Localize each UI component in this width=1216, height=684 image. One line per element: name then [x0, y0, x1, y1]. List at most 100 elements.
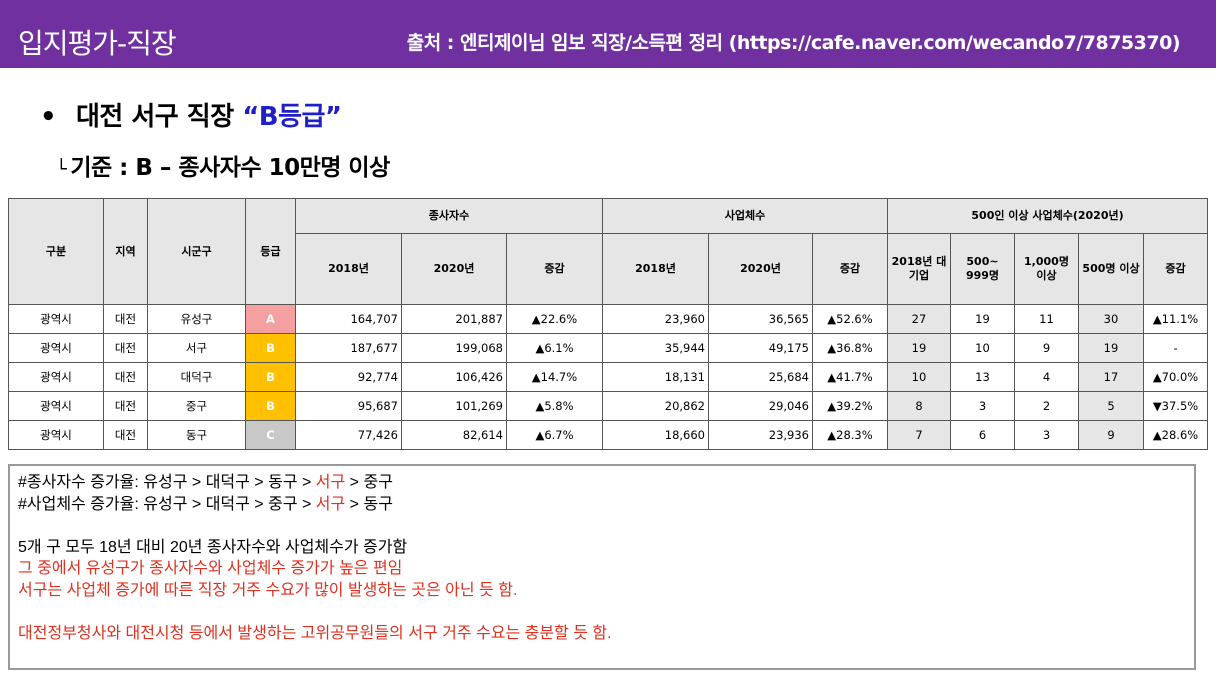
cell-biz2020: 49,175: [708, 333, 813, 363]
header-businesses: 사업체수: [602, 198, 888, 234]
cell-category: 광역시: [8, 304, 104, 334]
rank-item: 대덕구: [205, 495, 250, 513]
cell-l500-999: 6: [950, 420, 1015, 450]
cell-category: 광역시: [8, 391, 104, 421]
cell-district: 유성구: [147, 304, 246, 334]
notes-box: #종사자수 증가율: 유성구 > 대덕구 > 동구 > 서구 > 중구 #사업체…: [8, 464, 1196, 670]
cell-biz2020: 25,684: [708, 362, 813, 392]
note-line-3: 5개 구 모두 18년 대비 20년 종사자수와 사업체수가 증가함: [18, 538, 408, 556]
cell-category: 광역시: [8, 333, 104, 363]
cell-emp-change: ▲14.7%: [506, 362, 603, 392]
header-large-change: 증감: [1142, 233, 1209, 305]
cell-emp-change: ▲5.8%: [506, 391, 603, 421]
cell-l1000: 3: [1014, 420, 1079, 450]
cell-biz2018: 35,944: [602, 333, 709, 363]
rank-item: 동구: [268, 474, 298, 491]
header-employees: 종사자수: [295, 198, 603, 234]
heading-text: 대전 서구 직장: [76, 102, 243, 132]
table-row: 광역시 대전 동구 C 77,426 82,614 ▲6.7% 18,660 23,936 ▲28…: [8, 420, 1209, 450]
heading-grade: “B등급”: [242, 102, 342, 132]
cell-district: 중구: [147, 391, 246, 421]
cell-emp2020: 101,269: [401, 391, 507, 421]
cell-l1000: 2: [1014, 391, 1079, 421]
header-large-1000: 1,000명 이상: [1014, 233, 1079, 305]
cell-biz-change: ▲28.3%: [812, 420, 888, 450]
criteria-text: 기준 : B – 종사자수 10만명 이상: [70, 155, 390, 181]
header-biz-2018: 2018년: [602, 233, 709, 305]
cell-l500plus: 19: [1078, 333, 1144, 363]
employment-table: 구분 지역 시군구 등급 종사자수 사업체수 500인 이상 사업체수(2020…: [8, 198, 1209, 450]
cell-biz2020: 36,565: [708, 304, 813, 334]
cell-grade: B: [245, 362, 296, 392]
cell-biz2020: 29,046: [708, 391, 813, 421]
emp-rank-line: #종사자수 증가율: 유성구 > 대덕구 > 동구 > 서구 > 중구: [18, 472, 1194, 494]
cell-region: 대전: [103, 391, 148, 421]
cell-biz-change: ▲41.7%: [812, 362, 888, 392]
rank-item: 대덕구: [205, 474, 250, 491]
cell-l-change: ▲11.1%: [1142, 304, 1209, 334]
cell-l500plus: 17: [1078, 362, 1144, 392]
cell-district: 서구: [147, 333, 246, 363]
emp-rank-list: 유성구 > 대덕구 > 동구 > 서구 > 중구: [143, 474, 393, 491]
cell-grade: C: [245, 420, 296, 450]
header-large-500plus: 500명 이상: [1078, 233, 1144, 305]
header-category: 구분: [8, 198, 104, 305]
header-large-businesses: 500인 이상 사업체수(2020년): [886, 198, 1209, 234]
cell-emp-change: ▲6.1%: [506, 333, 603, 363]
emp-rank-label: #종사자수 증가율:: [18, 474, 144, 491]
cell-biz-change: ▲39.2%: [812, 391, 888, 421]
note-line-5: 서구는 사업체 증가에 따른 직장 거주 수요가 많이 발생하는 곳은 아닌 듯…: [18, 581, 518, 599]
cell-l2018: 8: [887, 391, 951, 421]
cell-l500plus: 5: [1078, 391, 1144, 421]
cell-region: 대전: [103, 304, 148, 334]
cell-grade: B: [245, 391, 296, 421]
cell-l500plus: 9: [1078, 420, 1144, 450]
cell-emp2020: 82,614: [401, 420, 507, 450]
cell-l500plus: 30: [1078, 304, 1144, 334]
header-emp-2020: 2020년: [401, 233, 507, 305]
cell-region: 대전: [103, 420, 148, 450]
cell-region: 대전: [103, 362, 148, 392]
biz-rank-line: #사업체수 증가율: 유성구 > 대덕구 > 중구 > 서구 > 동구: [18, 494, 1194, 516]
cell-district: 대덕구: [147, 362, 246, 392]
rank-item: 중구: [268, 495, 298, 513]
header-large-500-999: 500~ 999명: [950, 233, 1015, 305]
header-large-2018: 2018년 대기업: [887, 233, 951, 305]
cell-biz2018: 18,131: [602, 362, 709, 392]
table-row: 광역시 대전 서구 B 187,677 199,068 ▲6.1% 35,944 49,175 ▲…: [8, 333, 1209, 363]
cell-l1000: 11: [1014, 304, 1079, 334]
cell-biz-change: ▲52.6%: [812, 304, 888, 334]
cell-emp-change: ▲6.7%: [506, 420, 603, 450]
cell-emp2020: 199,068: [401, 333, 507, 363]
rank-item: 유성구: [143, 474, 188, 491]
header-region: 지역: [103, 198, 148, 305]
cell-biz2020: 23,936: [708, 420, 813, 450]
cell-l500-999: 19: [950, 304, 1015, 334]
main-heading: • 대전 서구 직장 “B등급”: [40, 96, 342, 133]
table-row: 광역시 대전 대덕구 B 92,774 106,426 ▲14.7% 18,131 25,684…: [8, 362, 1209, 392]
cell-region: 대전: [103, 333, 148, 363]
header-grade: 등급: [245, 198, 296, 305]
rank-item: 동구: [363, 495, 393, 513]
cell-biz2018: 20,862: [602, 391, 709, 421]
rank-item: 서구: [315, 474, 346, 491]
biz-rank-list: 유성구 > 대덕구 > 중구 > 서구 > 동구: [143, 495, 393, 513]
header-biz-2020: 2020년: [708, 233, 813, 305]
cell-biz2018: 23,960: [602, 304, 709, 334]
cell-l2018: 10: [887, 362, 951, 392]
corner-arrow-icon: └: [56, 159, 67, 180]
rank-item: 중구: [363, 474, 393, 491]
cell-l2018: 19: [887, 333, 951, 363]
cell-l-change: ▲70.0%: [1142, 362, 1209, 392]
header-biz-change: 증감: [812, 233, 888, 305]
cell-emp2020: 201,887: [401, 304, 507, 334]
cell-emp2018: 95,687: [295, 391, 402, 421]
cell-biz2018: 18,660: [602, 420, 709, 450]
cell-l-change: ▼37.5%: [1142, 391, 1209, 421]
rank-item: 서구: [315, 495, 346, 513]
cell-biz-change: ▲36.8%: [812, 333, 888, 363]
cell-emp2018: 164,707: [295, 304, 402, 334]
title-bar: 입지평가-직장 출처 : 엔티제이님 임보 직장/소득편 정리 (https:/…: [0, 0, 1216, 68]
header-emp-2018: 2018년: [295, 233, 402, 305]
cell-grade: A: [245, 304, 296, 334]
